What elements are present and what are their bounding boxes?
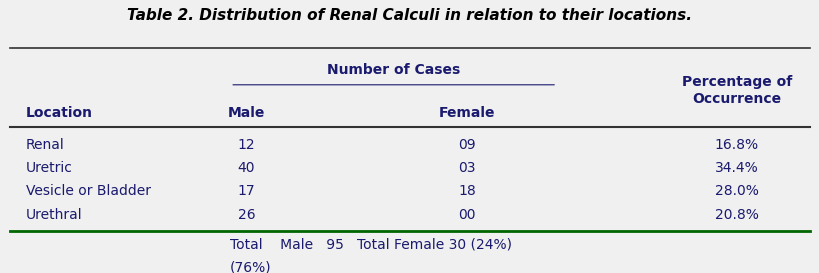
Text: 28.0%: 28.0%: [714, 184, 758, 198]
Text: 34.4%: 34.4%: [714, 161, 758, 175]
Text: 20.8%: 20.8%: [714, 207, 758, 222]
Text: 12: 12: [238, 138, 255, 152]
Text: Male: Male: [228, 106, 265, 120]
Text: 00: 00: [458, 207, 475, 222]
Text: 09: 09: [458, 138, 476, 152]
Text: 16.8%: 16.8%: [714, 138, 758, 152]
Text: 03: 03: [458, 161, 475, 175]
Text: Vesicle or Bladder: Vesicle or Bladder: [26, 184, 151, 198]
Text: Location: Location: [26, 106, 93, 120]
Text: (76%): (76%): [230, 261, 272, 273]
Text: Urethral: Urethral: [26, 207, 83, 222]
Text: Renal: Renal: [26, 138, 65, 152]
Text: Uretric: Uretric: [26, 161, 73, 175]
Text: 26: 26: [238, 207, 255, 222]
Text: Number of Cases: Number of Cases: [327, 63, 459, 77]
Text: Female: Female: [438, 106, 495, 120]
Text: 18: 18: [458, 184, 476, 198]
Text: Percentage of
Occurrence: Percentage of Occurrence: [681, 76, 791, 106]
Text: 17: 17: [238, 184, 255, 198]
Text: 40: 40: [238, 161, 255, 175]
Text: Table 2. Distribution of Renal Calculi in relation to their locations.: Table 2. Distribution of Renal Calculi i…: [127, 8, 692, 23]
Text: Total    Male   95   Total Female 30 (24%): Total Male 95 Total Female 30 (24%): [230, 238, 512, 252]
